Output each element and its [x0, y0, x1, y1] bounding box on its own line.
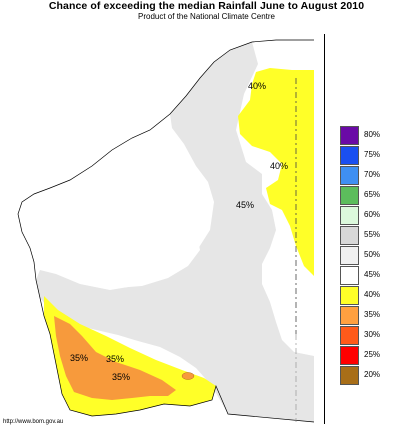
map-title: Chance of exceeding the median Rainfall … [48, 0, 365, 12]
label-sw-35-b: 35% [106, 354, 124, 364]
legend-swatch [340, 366, 359, 385]
legend-swatch [340, 346, 359, 365]
label-sw-35-c: 35% [112, 372, 130, 382]
legend-swatch [340, 166, 359, 185]
legend-swatch [340, 306, 359, 325]
legend-label: 50% [364, 250, 381, 259]
legend-label: 35% [364, 310, 381, 319]
label-east-40: 40% [270, 161, 288, 171]
legend-swatch [340, 326, 359, 345]
label-central-45: 45% [236, 200, 254, 210]
legend-label: 75% [364, 150, 381, 159]
legend-label: 30% [364, 330, 381, 339]
legend-label: 65% [364, 190, 381, 199]
legend-swatch [340, 266, 359, 285]
map-subtitle: Product of the National Climate Centre [138, 12, 275, 21]
map-frame [0, 34, 325, 424]
white-45-region [52, 188, 200, 288]
legend-label: 80% [364, 130, 381, 139]
orange-35-region [54, 316, 176, 400]
legend-label: 20% [364, 370, 381, 379]
wa-coastline [17, 39, 315, 423]
legend-label: 70% [364, 170, 381, 179]
legend-label: 40% [364, 290, 381, 299]
legend-swatch [340, 126, 359, 145]
legend-swatch [340, 286, 359, 305]
legend-label: 25% [364, 350, 381, 359]
legend-swatch [340, 246, 359, 265]
rainfall-map: 40% 40% 45% 35% 35% 35% [17, 39, 315, 423]
orange-35-spot [181, 372, 195, 380]
source-url: http://www.bom.gov.au [3, 419, 64, 425]
yellow-north-region [238, 68, 314, 276]
legend-swatch [340, 226, 359, 245]
label-north-40: 40% [248, 81, 266, 91]
legend-swatch [340, 146, 359, 165]
legend-label: 45% [364, 270, 381, 279]
legend-label: 55% [364, 230, 381, 239]
legend-swatch [340, 206, 359, 225]
label-sw-35-a: 35% [70, 353, 88, 363]
legend-swatch [340, 186, 359, 205]
gray-55-region [36, 42, 314, 422]
legend-label: 60% [364, 210, 381, 219]
